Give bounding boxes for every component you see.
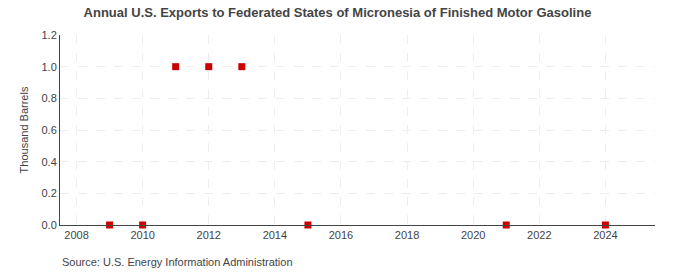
svg-text:0.8: 0.8 xyxy=(42,92,57,104)
svg-text:0.6: 0.6 xyxy=(42,124,57,136)
svg-text:1.0: 1.0 xyxy=(42,61,57,73)
svg-text:0.2: 0.2 xyxy=(42,187,57,199)
svg-text:2014: 2014 xyxy=(263,229,287,241)
svg-text:Annual U.S. Exports to Federat: Annual U.S. Exports to Federated States … xyxy=(84,5,592,20)
svg-text:2020: 2020 xyxy=(461,229,485,241)
svg-text:Source: U.S. Energy Informatio: Source: U.S. Energy Information Administ… xyxy=(62,256,293,268)
svg-text:2012: 2012 xyxy=(197,229,221,241)
svg-text:1.2: 1.2 xyxy=(42,29,57,41)
svg-text:0.4: 0.4 xyxy=(42,156,57,168)
svg-text:0.0: 0.0 xyxy=(42,219,57,231)
svg-text:2010: 2010 xyxy=(130,229,154,241)
svg-text:2024: 2024 xyxy=(593,229,617,241)
svg-text:2016: 2016 xyxy=(329,229,353,241)
svg-text:2022: 2022 xyxy=(527,229,551,241)
svg-text:2018: 2018 xyxy=(395,229,419,241)
svg-text:2008: 2008 xyxy=(64,229,88,241)
svg-text:Thousand Barrels: Thousand Barrels xyxy=(18,86,30,173)
